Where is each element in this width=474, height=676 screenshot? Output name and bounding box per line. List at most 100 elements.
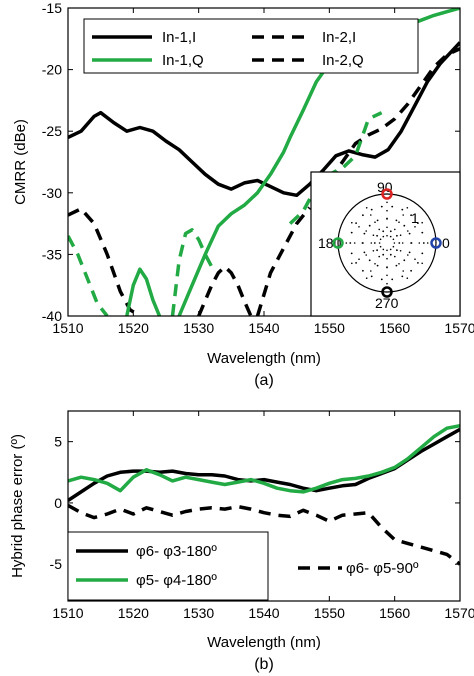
polar-grid-dot [421, 262, 424, 265]
polar-grid-dot [417, 222, 419, 225]
panel-a-series-line-2 [68, 207, 141, 316]
panel-a-series-line-9 [255, 206, 312, 316]
polar-grid-dot [376, 219, 379, 222]
polar-radius-label: 1 [411, 210, 419, 226]
polar-grid-dot [376, 264, 379, 267]
panel-a-ylabel: CMRR (dBe) [12, 119, 29, 205]
polar-grid-dot [399, 234, 402, 236]
panel-b-xtick-label: 1570 [444, 605, 474, 621]
polar-grid-dot [374, 221, 376, 223]
panel-a-xtick-label: 1530 [183, 320, 214, 336]
polar-marker-0 [381, 188, 393, 200]
panel-a-xtick-label: 1560 [379, 320, 410, 336]
polar-markers [332, 188, 442, 298]
polar-grid-dot [402, 214, 405, 216]
polar-grid-dot [386, 249, 388, 252]
panel-a-xtick-label: 1520 [118, 320, 149, 336]
panel-a-series-line-7 [288, 111, 383, 225]
legend-label-in1i: In-1,I [162, 29, 196, 46]
polar-marker-1 [332, 237, 344, 249]
polar-grid-dot [386, 257, 388, 260]
polar-grid-dot [365, 277, 368, 280]
polar-grid-dot [401, 275, 404, 278]
polar-grid-dot [401, 242, 404, 244]
panel-a-ytick-label: -25 [42, 123, 62, 139]
legend-label-phi5-phi4: φ5- φ4-180º [136, 572, 217, 589]
polar-grid-dot [417, 262, 419, 264]
panel-b-xlabel: Wavelength (nm) [207, 634, 321, 651]
polar-grid-dot [392, 238, 395, 241]
panel-b-xtick-label: 1520 [118, 605, 149, 621]
panel-b-legend-box [67, 531, 269, 601]
polar-grid-dot [374, 263, 376, 265]
polar-grid-dot [407, 230, 409, 232]
polar-grid-dot [363, 251, 366, 254]
legend-label-in1q: In-1,Q [162, 52, 204, 69]
polar-grid-dot [402, 270, 405, 272]
panel-a-ytick-label: -40 [42, 308, 62, 324]
polar-grid-dot [376, 249, 378, 252]
polar-grid-dot [382, 235, 385, 238]
polar-grid-dot [370, 208, 373, 211]
polar-grid-dot [351, 221, 353, 224]
polar-grid-dot [382, 253, 385, 256]
polar-grid-dot [382, 230, 385, 233]
polar-grid-dot [406, 277, 409, 280]
polar-grid-dot [414, 226, 416, 228]
polar-grid-dot [406, 207, 409, 209]
polar-grid-dot [408, 232, 411, 235]
panel-a-ytick-label: -15 [42, 0, 62, 16]
panel-b-xtick-label: 1540 [248, 605, 279, 621]
polar-grid-dot [345, 242, 348, 244]
polar-grid-dot [365, 254, 368, 256]
polar-grid-dot [380, 278, 383, 281]
polar-grid-dot [389, 248, 392, 251]
panel-a-xlabel: Wavelength (nm) [207, 350, 321, 367]
panel-a-ytick-label: -35 [42, 246, 62, 262]
polar-grid-dot [389, 253, 392, 256]
polar-grid-dot [378, 242, 381, 244]
polar-grid-dot [370, 270, 372, 272]
polar-grid-dot [362, 242, 364, 244]
polar-grid-dot [395, 219, 398, 222]
polar-grid-dot [355, 262, 357, 264]
polar-grid-dot [386, 218, 388, 220]
polar-grid-dot [386, 282, 388, 285]
polar-grid-dot [422, 242, 425, 244]
polar-grid-dot [407, 254, 409, 256]
polar-unit-circle [337, 193, 437, 293]
polar-grid-dot [403, 224, 406, 227]
polar-grid-dot [392, 245, 395, 248]
polar-grid-dot [418, 242, 421, 244]
polar-grid-dot [358, 258, 360, 261]
panel-b-xtick-label: 1560 [379, 605, 410, 621]
polar-grid-dot [370, 214, 372, 216]
polar-grid-dot [368, 259, 371, 262]
polar-grid-dot [386, 226, 388, 229]
polar-marker-2 [430, 237, 442, 249]
panel-a-ytick-label: -20 [42, 62, 62, 78]
polar-grid-dot [410, 269, 412, 272]
panel-a-series-line-6 [170, 228, 214, 316]
polar-grid-dot [379, 238, 382, 241]
polar-grid-dot [398, 263, 400, 265]
polar-grid-dot [378, 255, 381, 258]
polar-grid-dot [380, 205, 383, 208]
panel-b-ytick-label: -5 [50, 556, 63, 572]
panel-b-series-line-2 [68, 503, 460, 566]
panel-a-ytick-label: -30 [42, 185, 62, 201]
polar-inset: 90 180 0 270 1 [310, 171, 461, 317]
polar-grid-dot [421, 231, 424, 234]
polar-grid-dot [362, 214, 364, 217]
polar-grid-dot [386, 209, 388, 212]
polar-grid-dot [401, 208, 404, 211]
polar-grid-dot [372, 234, 375, 236]
polar-grid-dot [389, 230, 392, 233]
panel-a-series-line-5 [125, 267, 162, 316]
polar-grid-dot [386, 274, 388, 277]
polar-grid-dot [399, 250, 402, 252]
polar-grid-dot [386, 266, 388, 268]
polar-grid-dot [394, 228, 396, 231]
polar-grid-dots [345, 201, 429, 285]
polar-grid-dot [370, 242, 373, 244]
